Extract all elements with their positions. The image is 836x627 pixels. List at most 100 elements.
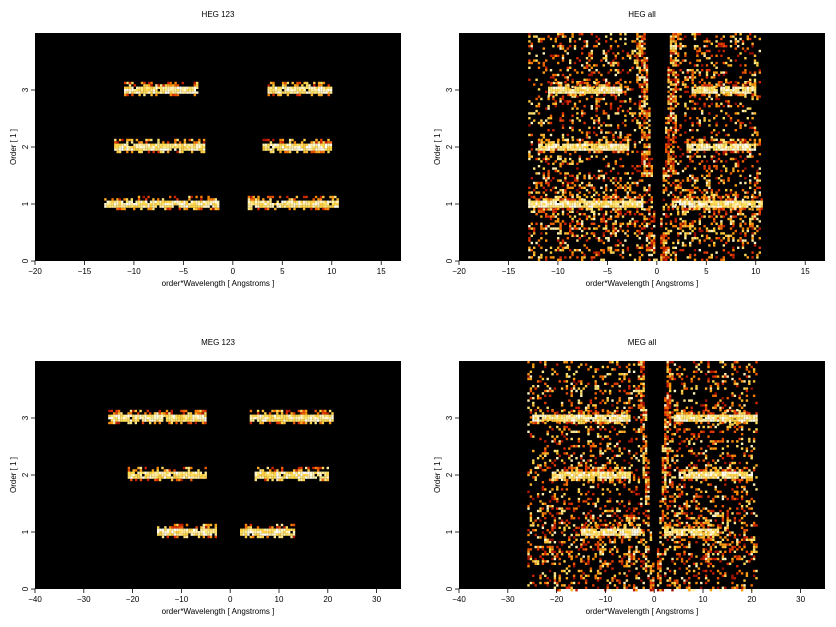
noise-pixel (749, 83, 752, 86)
band-pixel (322, 205, 325, 208)
band-pixel (173, 200, 177, 203)
band-pixel (288, 471, 291, 474)
noise-pixel (751, 239, 754, 242)
noise-pixel (715, 191, 718, 194)
band-pixel (288, 141, 292, 144)
noise-pixel (645, 71, 649, 74)
noise-pixel (645, 162, 649, 165)
band-pixel (178, 143, 182, 146)
band-pixel (732, 91, 735, 94)
noise-pixel (715, 121, 718, 125)
noise-pixel (571, 121, 574, 125)
noise-pixel (698, 220, 701, 223)
band-pixel (633, 203, 637, 206)
band-pixel (693, 200, 696, 203)
band-pixel (274, 146, 277, 149)
noise-pixel (756, 160, 759, 163)
noise-pixel (569, 66, 572, 69)
band-pixel (167, 86, 170, 89)
noise-pixel (679, 33, 682, 36)
heatmap-pixels (108, 409, 334, 539)
band-pixel (588, 89, 592, 92)
noise-pixel (578, 129, 581, 132)
noise-pixel (528, 124, 531, 127)
band-pixel (158, 476, 162, 479)
band-pixel (158, 478, 162, 482)
noise-pixel (636, 229, 639, 233)
band-pixel (168, 476, 171, 479)
band-pixel (578, 198, 581, 201)
noise-pixel (662, 184, 665, 187)
noise-pixel (571, 114, 574, 117)
band-pixel (293, 86, 297, 89)
noise-pixel (749, 153, 752, 156)
band-pixel (149, 471, 152, 474)
noise-pixel (583, 234, 586, 237)
band-pixel (172, 93, 175, 97)
noise-pixel (758, 143, 761, 146)
band-pixel (569, 205, 572, 208)
noise-pixel (528, 112, 531, 115)
band-pixel (612, 89, 616, 92)
noise-pixel (693, 45, 697, 48)
noise-pixel (614, 227, 617, 230)
band-pixel (138, 93, 141, 97)
noise-pixel (684, 105, 687, 108)
band-pixel (598, 150, 601, 154)
noise-pixel (667, 133, 670, 137)
band-pixel (137, 203, 141, 206)
noise-pixel (758, 237, 761, 240)
noise-pixel (561, 112, 565, 115)
band-pixel (708, 84, 711, 87)
noise-pixel (638, 100, 641, 103)
band-pixel (142, 146, 146, 149)
noise-pixel (595, 64, 598, 67)
noise-pixel (552, 208, 555, 211)
band-pixel (140, 89, 144, 92)
band-pixel (257, 476, 260, 479)
noise-pixel (722, 49, 725, 53)
band-pixel (533, 195, 536, 199)
band-pixel (266, 531, 269, 534)
noise-pixel (693, 107, 697, 110)
noise-pixel (691, 239, 694, 242)
band-pixel (564, 86, 568, 89)
noise-pixel (753, 181, 757, 185)
band-pixel (123, 198, 126, 201)
noise-pixel (552, 167, 555, 170)
noise-pixel (545, 249, 548, 252)
band-pixel (121, 203, 124, 206)
band-pixel (197, 207, 201, 211)
band-pixel (125, 203, 129, 206)
noise-pixel (617, 215, 620, 218)
band-pixel (308, 89, 311, 92)
band-pixel (573, 200, 577, 203)
band-pixel (137, 466, 140, 470)
band-pixel (154, 478, 157, 482)
band-pixel (132, 471, 135, 474)
noise-pixel (669, 88, 673, 91)
band-pixel (280, 528, 284, 531)
noise-pixel (643, 33, 646, 36)
band-pixel (554, 203, 557, 206)
noise-pixel (614, 97, 617, 101)
noise-pixel (535, 109, 538, 113)
noise-pixel (602, 136, 605, 139)
band-pixel (619, 207, 622, 211)
noise-pixel (693, 220, 697, 223)
band-pixel (113, 200, 117, 203)
noise-pixel (559, 249, 562, 252)
noise-pixel (593, 210, 596, 213)
noise-pixel (583, 66, 586, 69)
band-pixel (549, 205, 553, 208)
noise-pixel (624, 124, 627, 127)
band-pixel (567, 93, 570, 97)
noise-pixel (677, 83, 680, 86)
band-pixel (603, 89, 606, 92)
noise-pixel (717, 97, 721, 101)
noise-pixel (689, 256, 692, 259)
noise-pixel (588, 184, 591, 187)
noise-pixel (729, 172, 733, 175)
noise-pixel (597, 193, 601, 197)
band-pixel (581, 143, 584, 146)
